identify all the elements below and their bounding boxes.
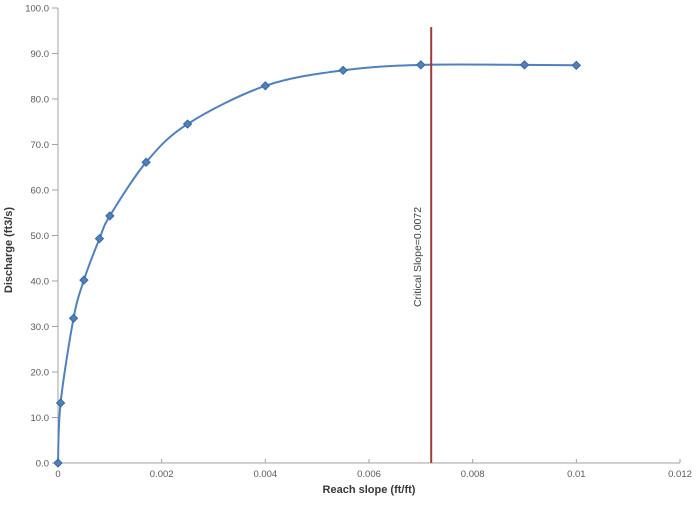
x-tick-label: 0 [55, 469, 60, 480]
y-tick-label: 90.0 [31, 49, 50, 60]
y-tick-label: 30.0 [31, 322, 50, 333]
y-tick-label: 0.0 [36, 459, 49, 470]
x-tick-label: 0.01 [567, 469, 586, 480]
data-point-marker [260, 81, 271, 91]
data-point-marker [141, 157, 151, 167]
y-axis-title: Discharge (ft3/s) [3, 206, 15, 294]
y-tick-label: 20.0 [31, 368, 50, 379]
x-axis-title: Reach slope (ft/ft) [322, 484, 416, 496]
y-tick-label: 60.0 [31, 186, 50, 197]
data-point-marker [338, 65, 348, 76]
y-tick-label: 40.0 [31, 277, 50, 288]
data-point-marker [416, 60, 426, 70]
y-tick-label: 100.0 [25, 4, 49, 15]
x-tick-label: 0.004 [253, 469, 277, 480]
critical-slope-label: Critical Slope=0.0072 [412, 206, 424, 308]
y-tick-label: 70.0 [31, 140, 50, 151]
data-point-marker [571, 60, 582, 71]
x-tick-label: 0.008 [461, 469, 485, 480]
data-point-marker [519, 60, 530, 70]
data-point-marker [94, 233, 105, 244]
x-tick-label: 0.006 [357, 469, 381, 480]
y-tick-label: 80.0 [31, 95, 50, 106]
data-point-marker [55, 398, 66, 408]
data-point-marker [105, 211, 115, 221]
data-point-marker [53, 458, 63, 468]
y-tick-label: 10.0 [31, 413, 50, 424]
data-point-marker [68, 313, 79, 324]
y-tick-label: 50.0 [31, 231, 50, 242]
x-tick-label: 0.012 [668, 469, 692, 480]
data-point-marker [182, 119, 193, 129]
data-point-marker [79, 275, 89, 285]
discharge-series-line [57, 63, 578, 464]
x-tick-label: 0.002 [150, 469, 174, 480]
